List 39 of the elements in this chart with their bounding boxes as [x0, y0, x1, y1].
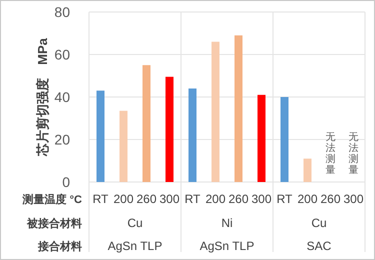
text: AgSn TLP	[200, 239, 254, 253]
y-tick-label: 60	[54, 46, 70, 62]
x-tick-label: 260	[136, 192, 157, 206]
bar	[96, 90, 104, 182]
bar	[280, 97, 288, 182]
annotation: 无法测量	[326, 132, 336, 176]
bar	[142, 65, 150, 182]
y-tick-label: 20	[54, 132, 70, 148]
y-tick-label: 80	[54, 4, 70, 20]
bar	[258, 94, 266, 182]
x-tick-label: 200	[205, 192, 226, 206]
y-axis-title: 芯片剪切强度 MPa	[35, 37, 50, 157]
bar	[234, 35, 242, 182]
bar	[212, 42, 220, 182]
annotation: 无法测量	[348, 132, 358, 176]
x-tick-label: 300	[343, 192, 364, 206]
x-tick-label: 260	[228, 192, 249, 206]
x-tick-label: 300	[159, 192, 180, 206]
x-tick-label: 200	[297, 192, 318, 206]
bar	[166, 76, 174, 182]
x-tick-label: 260	[320, 192, 341, 206]
y-tick-label: 40	[54, 89, 70, 105]
x-tick-label: RT	[92, 192, 110, 206]
x-axis-title: 测量温度 °C	[22, 193, 82, 206]
text: SAC	[306, 239, 332, 253]
bar	[304, 158, 312, 182]
bar	[188, 88, 196, 182]
text: Cu	[127, 216, 143, 230]
x-tick-label: 200	[113, 192, 134, 206]
x-tick-label: RT	[276, 192, 294, 206]
bar	[120, 110, 128, 182]
x-tick-label: RT	[184, 192, 202, 206]
x-tick-label: 300	[251, 192, 272, 206]
text: Cu	[311, 216, 327, 230]
text: 被接合材料	[26, 217, 82, 230]
text: AgSn TLP	[108, 239, 162, 253]
text: 接合材料	[37, 240, 82, 253]
text: Ni	[221, 216, 233, 230]
y-tick-label: 0	[62, 174, 70, 190]
